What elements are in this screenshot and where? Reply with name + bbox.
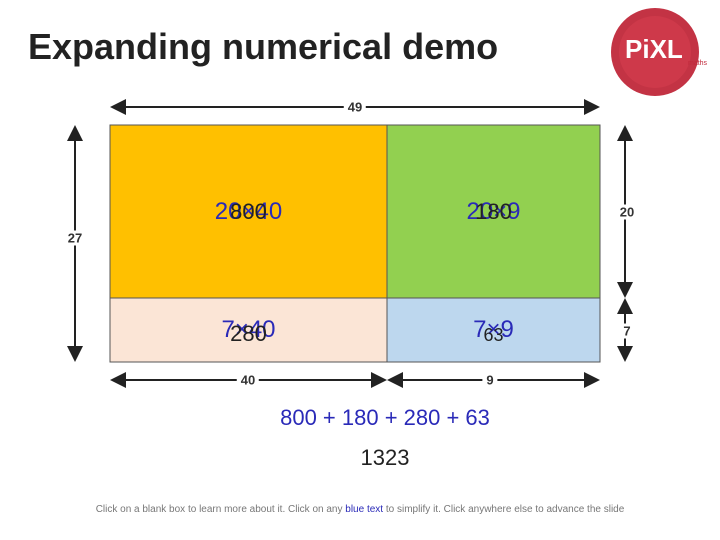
instruction-highlight: blue text — [345, 504, 384, 515]
cell-expression[interactable]: 20×40 — [214, 197, 283, 225]
cell-product: 63 — [483, 324, 504, 345]
sum-expression[interactable]: 800 + 180 + 280 + 63 — [280, 405, 490, 430]
cell[interactable]: 7×40 280 — [110, 298, 387, 362]
cell-expression[interactable]: 20×9 — [466, 197, 521, 225]
cell-expression[interactable]: 7×40 — [221, 316, 276, 343]
cell[interactable]: 20×40 800 — [110, 125, 387, 298]
dimension-label: 20 — [615, 204, 639, 220]
logo-name: PiXL — [625, 34, 683, 64]
instructions: Click on a blank box to learn more about… — [0, 504, 720, 515]
cell-product: 800 — [230, 198, 267, 224]
instruction-text: to simplify it. Click anywhere else to a… — [383, 504, 625, 515]
dimension-label: 49 — [343, 99, 367, 115]
cell-expression[interactable]: 7×9 — [473, 316, 514, 343]
dimension-label: 40 — [236, 372, 260, 388]
cell-product: 180 — [475, 198, 512, 224]
cell-product: 280 — [230, 321, 267, 346]
logo-subtitle: maths — [688, 60, 708, 67]
dimension-label: 27 — [63, 230, 87, 246]
dimension-label: 7 — [619, 323, 635, 339]
cell[interactable]: 7×9 63 — [387, 298, 600, 362]
total: 1323 — [360, 445, 410, 470]
dimension-label: 9 — [482, 372, 498, 388]
cell[interactable]: 20×9 180 — [387, 125, 600, 298]
instruction-text: Click on a blank box to learn more about… — [95, 504, 346, 515]
slide-title: Expanding numerical demo — [28, 26, 499, 67]
